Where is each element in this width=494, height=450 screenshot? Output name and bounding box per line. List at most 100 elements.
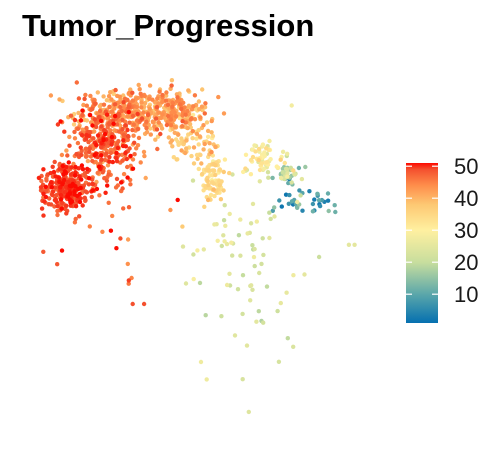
scatter-point — [175, 95, 180, 100]
scatter-point — [99, 145, 104, 150]
scatter-point — [170, 100, 176, 106]
scatter-point — [42, 199, 47, 204]
scatter-point — [79, 163, 85, 168]
scatter-point — [120, 186, 125, 191]
scatter-point — [275, 308, 280, 314]
scatter-point — [56, 175, 62, 180]
scatter-point — [172, 110, 177, 115]
scatter-point — [132, 152, 137, 157]
scatter-point — [291, 168, 296, 173]
scatter-point — [270, 208, 275, 213]
scatter-point — [346, 242, 352, 247]
scatter-point — [164, 90, 169, 95]
scatter-point — [144, 125, 149, 131]
scatter-point — [207, 141, 212, 146]
scatter-point — [114, 246, 119, 251]
scatter-point — [155, 146, 160, 152]
scatter-point — [240, 273, 246, 278]
scatter-point — [80, 167, 86, 172]
scatter-point — [114, 150, 119, 156]
scatter-point — [55, 203, 60, 209]
scatter-point — [326, 208, 331, 214]
scatter-point — [87, 112, 93, 118]
scatter-point — [43, 184, 48, 189]
scatter-point — [100, 229, 105, 234]
scatter-point — [289, 199, 295, 204]
scatter-point — [84, 103, 90, 108]
scatter-point — [126, 278, 131, 283]
scatter-point — [130, 90, 135, 96]
scatter-point — [218, 197, 224, 202]
scatter-point — [260, 142, 266, 147]
scatter-point — [332, 203, 337, 208]
scatter-point — [169, 110, 174, 116]
scatter-point — [223, 223, 228, 228]
scatter-point — [166, 135, 171, 140]
scatter-point — [72, 189, 77, 194]
scatter-point — [210, 153, 215, 158]
scatter-point — [139, 100, 144, 105]
scatter-point — [68, 200, 73, 205]
scatter-point — [202, 204, 207, 209]
scatter-point — [222, 157, 228, 162]
scatter-point — [252, 143, 257, 148]
scatter-point — [110, 213, 115, 219]
scatter-point — [169, 113, 174, 119]
scatter-point — [98, 118, 104, 124]
scatter-point — [197, 134, 203, 139]
scatter-point — [125, 237, 131, 242]
scatter-point — [67, 183, 73, 188]
scatter-point — [80, 108, 85, 113]
scatter-point — [101, 94, 106, 99]
scatter-point — [264, 284, 270, 289]
scatter-point — [211, 181, 216, 186]
scatter-point — [73, 164, 78, 170]
scatter-point — [170, 104, 175, 109]
scatter-point — [215, 238, 220, 243]
scatter-point — [296, 165, 302, 171]
scatter-point — [139, 105, 144, 110]
scatter-point — [201, 247, 206, 252]
scatter-point — [262, 153, 267, 159]
scatter-point — [227, 271, 232, 276]
scatter-point — [52, 185, 58, 190]
scatter-point — [256, 309, 261, 314]
scatter-point — [207, 186, 212, 191]
scatter-point — [41, 167, 46, 172]
scatter-point — [244, 343, 250, 348]
scatter-point — [87, 224, 93, 229]
scatter-point — [183, 150, 188, 156]
scatter-point — [80, 203, 85, 208]
scatter-point — [99, 153, 104, 158]
scatter-point — [191, 145, 197, 150]
scatter-point — [130, 301, 135, 307]
scatter-point — [144, 129, 150, 135]
scatter-point — [126, 109, 131, 115]
scatter-point — [132, 140, 137, 145]
scatter-point — [75, 140, 81, 146]
scatter-point — [112, 102, 118, 107]
scatter-point — [256, 157, 261, 163]
scatter-point — [114, 176, 120, 182]
colorbar — [406, 163, 438, 323]
scatter-point — [286, 180, 291, 186]
scatter-point — [297, 188, 302, 193]
scatter-point — [116, 114, 121, 119]
scatter-point — [120, 127, 125, 132]
scatter-point — [104, 178, 110, 183]
scatter-point — [50, 192, 55, 198]
scatter-point — [68, 113, 74, 118]
scatter-point — [106, 200, 111, 205]
scatter-point — [125, 261, 130, 267]
scatter-point — [114, 156, 119, 161]
scatter-point — [126, 281, 131, 286]
scatter-point — [316, 198, 322, 203]
scatter-point — [145, 112, 151, 118]
scatter-point — [285, 174, 290, 179]
scatter-point — [283, 166, 289, 171]
scatter-point — [76, 110, 81, 116]
scatter-point — [94, 124, 99, 130]
scatter-point — [85, 158, 91, 164]
scatter-point — [286, 201, 291, 206]
scatter-point — [206, 167, 212, 173]
